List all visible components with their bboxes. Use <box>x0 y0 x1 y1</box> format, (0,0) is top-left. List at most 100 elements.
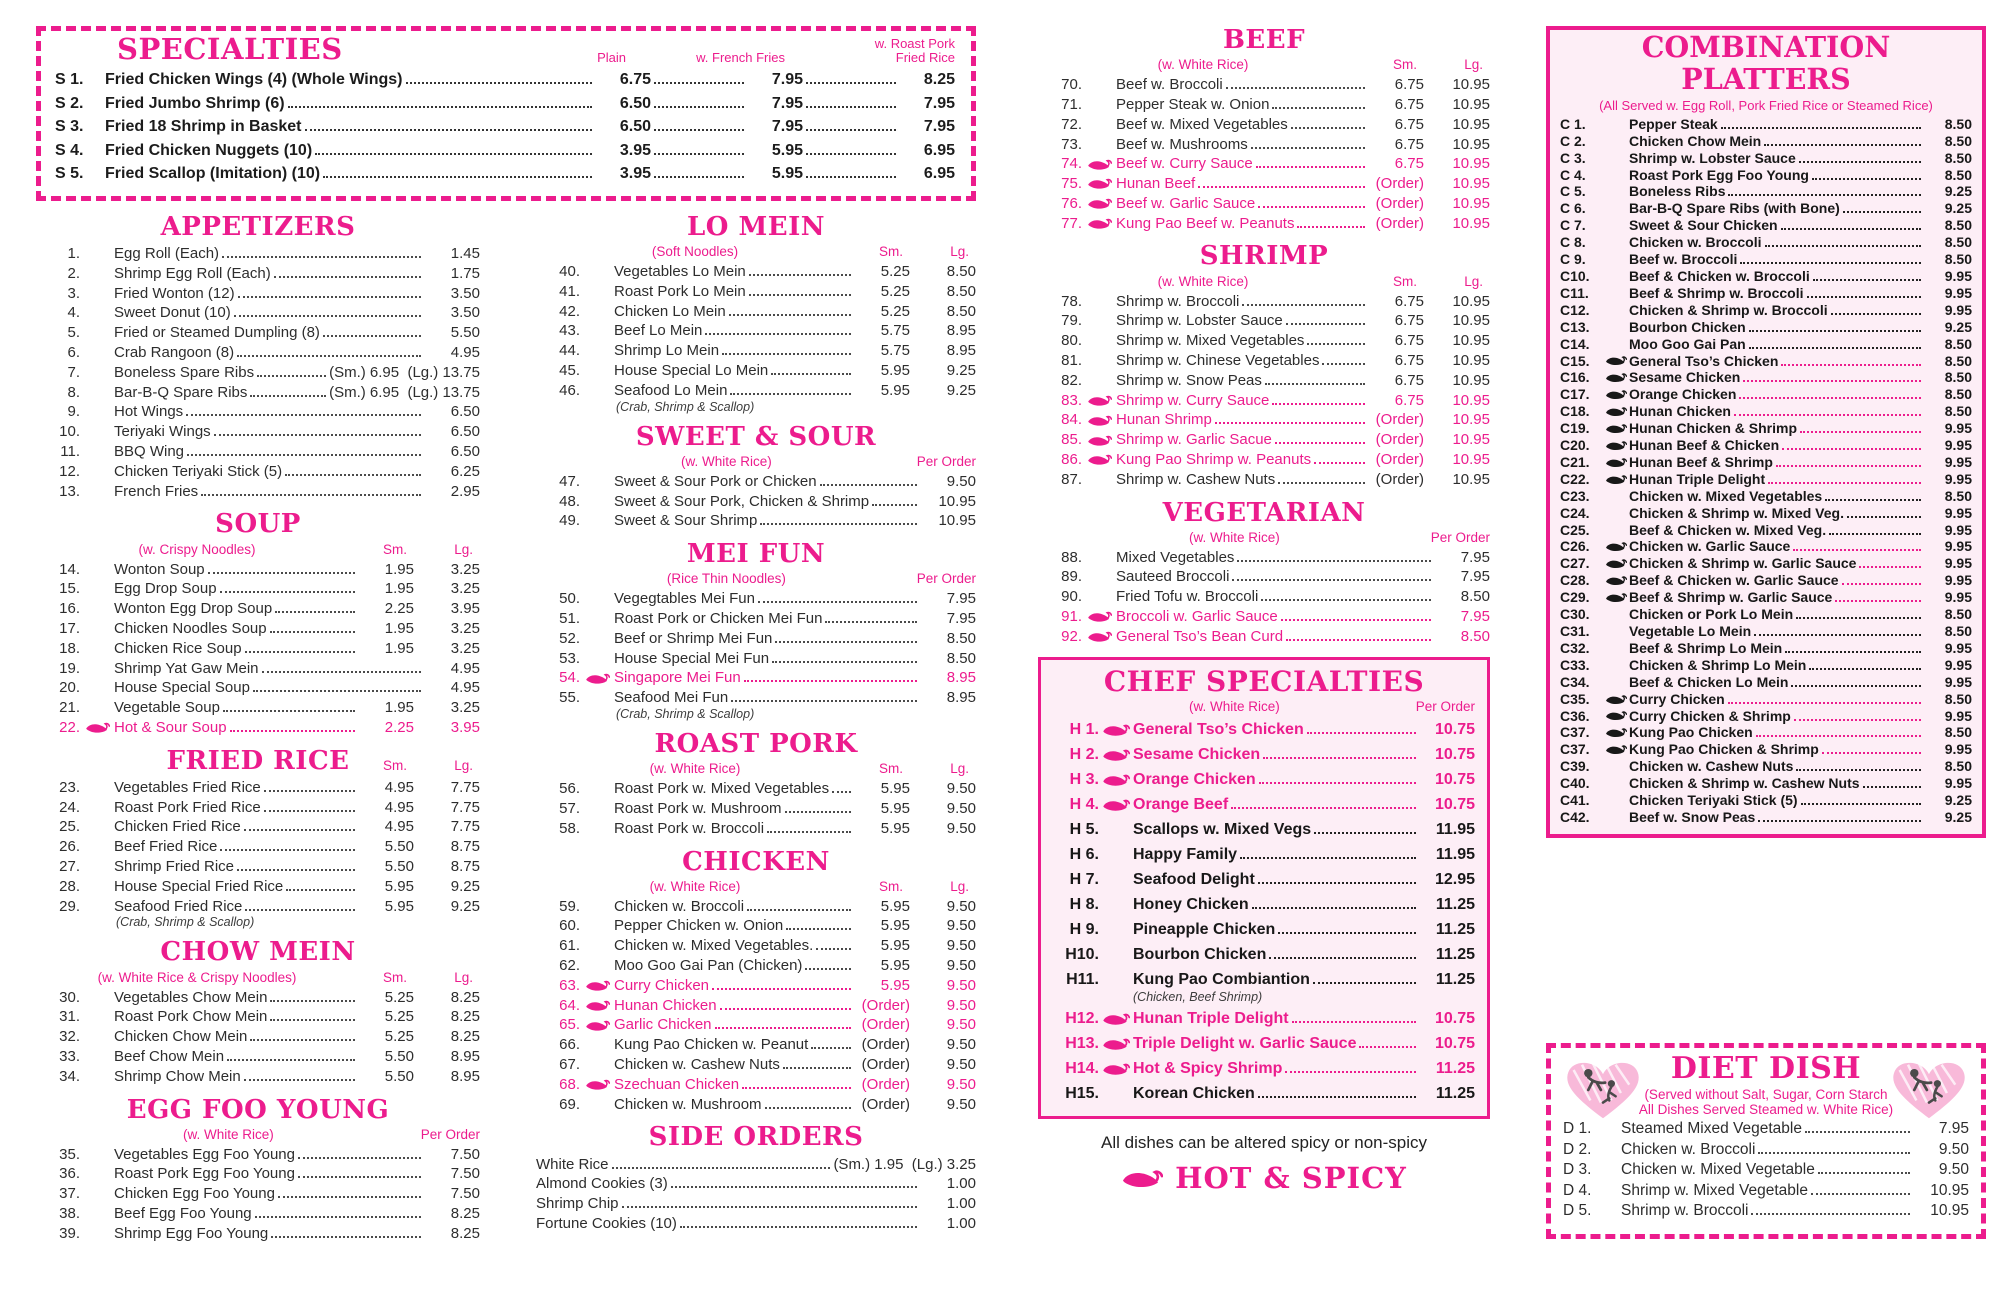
item-name: Hunan Chicken <box>1629 403 1731 420</box>
item-price: 4.95 <box>450 679 480 697</box>
menu-item: 24. Roast Pork Fried Rice 4.95 7.75 <box>36 798 480 818</box>
menu-item: C28. Beef & Chicken w. Garlic Sauce 9.95 <box>1560 572 1972 589</box>
item-number: 21. <box>59 699 80 717</box>
item-price: 5.50 <box>450 324 480 342</box>
price-column-header: Sm. <box>878 244 903 260</box>
item-name: Sweet Donut (10) <box>114 304 231 322</box>
item-name: Shrimp w. Mixed Vegetables <box>1116 332 1305 350</box>
menu-item: 79. Shrimp w. Lobster Sauce 6.75 10.95 <box>1038 311 1490 331</box>
item-price: (Order) <box>1375 175 1424 193</box>
menu-item: C18. Hunan Chicken 8.50 <box>1560 403 1972 420</box>
item-number: C37. <box>1560 724 1590 741</box>
dot-leader <box>233 315 421 318</box>
item-price: 8.95 <box>946 322 976 340</box>
chili-pepper-icon <box>1605 542 1627 552</box>
dot-leader <box>748 274 851 277</box>
item-price: 6.50 <box>619 94 651 112</box>
dot-leader <box>728 313 851 316</box>
dot-leader <box>805 968 851 971</box>
item-price: 2.95 <box>450 482 480 500</box>
item-price: 6.25 <box>450 462 480 480</box>
menu-item: 70. Beef w. Broccoli 6.75 10.95 <box>1038 75 1490 95</box>
menu-item: 43. Beef Lo Mein 5.75 8.95 <box>536 321 976 341</box>
dot-leader <box>207 571 355 574</box>
section-subheader: (Soft Noodles) Sm. Lg. <box>536 244 976 260</box>
menu-item: 85. Shrimp w. Garlic Sacue (Order) 10.95 <box>1038 430 1490 450</box>
item-name: House Special Soup <box>114 679 250 697</box>
section-title-row: CHICKEN <box>536 847 976 877</box>
dot-leader <box>1307 343 1365 346</box>
menu-item: 63. Curry Chicken 5.95 9.50 <box>536 976 976 996</box>
menu-item: 18. Chicken Rice Soup 1.95 3.25 <box>36 639 480 659</box>
dot-leader <box>1781 363 1921 366</box>
section-title-row: VEGETARIAN <box>1038 498 1490 528</box>
menu-item: C35. Curry Chicken 8.50 <box>1560 691 1972 708</box>
item-price: 1.00 <box>946 1175 976 1193</box>
dot-leader <box>1285 1071 1416 1074</box>
item-number: 85. <box>1061 431 1082 449</box>
section-fried-rice: FRIED RICE Sm. Lg. 23. Vegetables Fried Rice… <box>36 746 480 930</box>
menu-item: D 3. Chicken w. Mixed Vegetable 9.50 <box>1563 1160 1969 1181</box>
spicy-marker <box>1602 710 1629 721</box>
item-name: Beef Egg Foo Young <box>114 1205 252 1222</box>
spicy-marker <box>1082 158 1116 171</box>
item-price: 8.50 <box>1944 623 1972 639</box>
item-number: 64. <box>559 996 580 1014</box>
item-number: 76. <box>1061 194 1082 212</box>
dot-leader <box>1755 735 1921 738</box>
item-price: 9.95 <box>1944 656 1972 673</box>
item-number: C41. <box>1560 792 1590 809</box>
item-name: Sweet & Sour Pork or Chicken <box>614 472 817 490</box>
dot-leader <box>1720 126 1921 129</box>
section-side-orders: SIDE ORDERS White Rice (Sm.) 1.95 (Lg.) 3.… <box>536 1123 976 1233</box>
item-name: Kung Pao Shrimp w. Peanuts <box>1116 450 1312 468</box>
diet-heart-graphic <box>1887 1056 1971 1126</box>
menu-item: 20. House Special Soup 4.95 <box>36 678 480 698</box>
dot-leader <box>287 105 592 108</box>
item-price: 11.25 <box>1435 1060 1475 1078</box>
chili-pepper-icon <box>1605 694 1627 704</box>
dot-leader <box>1225 87 1365 90</box>
item-name: Shrimp Egg Foo Young <box>114 1224 269 1242</box>
item-number: 25. <box>59 818 80 836</box>
item-number: C40. <box>1560 775 1590 792</box>
item-number: 46. <box>559 381 580 399</box>
menu-item: 3. Fried Wonton (12) 3.50 <box>36 284 480 304</box>
item-price: (Sm.) 1.95 (Lg.) 3.25 <box>833 1155 976 1173</box>
item-number: 20. <box>59 679 80 697</box>
dot-leader <box>654 152 744 155</box>
item-name: Beef & Chicken w. Garlic Sauce <box>1629 572 1839 589</box>
dot-leader <box>1846 515 1921 518</box>
item-name: Almond Cookies (3) <box>536 1175 668 1193</box>
item-name: Beef or Shrimp Mei Fun <box>614 629 773 647</box>
dot-leader <box>261 670 421 673</box>
menu-item: C10. Beef & Chicken w. Broccoli 9.95 <box>1560 268 1972 285</box>
section-title-row: DIET DISH <box>1563 1052 1969 1086</box>
menu-item: 29. Seafood Fried Rice 5.95 9.25 <box>36 897 480 917</box>
item-number: 33. <box>59 1047 80 1065</box>
menu-item: C19. Hunan Chicken & Shrimp 9.95 <box>1560 420 1972 437</box>
menu-item: 15. Egg Drop Soup 1.95 3.25 <box>36 579 480 599</box>
item-name: BBQ Wing <box>114 443 185 461</box>
item-number: 7. <box>67 363 80 381</box>
item-price: 5.25 <box>880 263 910 281</box>
menu-item: 59. Chicken w. Broccoli 5.95 9.50 <box>536 897 976 917</box>
item-name: Beef w. Snow Peas <box>1629 808 1756 825</box>
item-name: Moo Goo Gai Pan <box>1629 335 1746 352</box>
item-number: H15. <box>1065 1085 1099 1103</box>
menu-item: 23. Vegetables Fried Rice 4.95 7.75 <box>36 778 480 798</box>
dot-leader <box>220 849 355 852</box>
menu-item: H 6. Happy Family 11.95 <box>1053 844 1475 865</box>
section-subtitle: (w. White Rice) <box>182 1126 274 1142</box>
item-price: 9.25 <box>1944 200 1972 217</box>
dot-leader <box>1800 431 1921 434</box>
item-number: D 4. <box>1563 1181 1592 1199</box>
item-price: 7.95 <box>1460 548 1490 566</box>
price-cell: 7.95 <box>651 92 803 116</box>
item-number: H10. <box>1065 946 1099 964</box>
section-title: CHEF SPECIALTIES <box>1103 664 1425 698</box>
item-number: 77. <box>1061 214 1082 232</box>
menu-item: C 1. Pepper Steak 8.50 <box>1560 116 1972 133</box>
item-price: 9.25 <box>946 381 976 399</box>
menu-item: C15. General Tso’s Chicken 8.50 <box>1560 353 1972 370</box>
